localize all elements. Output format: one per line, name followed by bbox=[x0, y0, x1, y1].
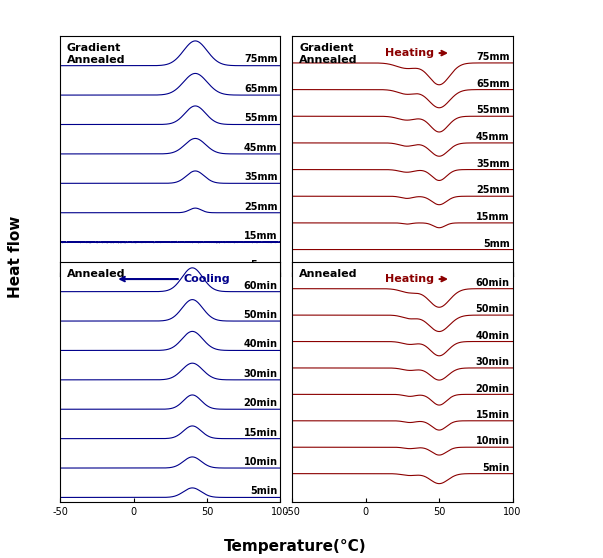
Text: 5mm: 5mm bbox=[483, 239, 510, 248]
Text: 40min: 40min bbox=[244, 339, 277, 349]
Text: Annealed: Annealed bbox=[299, 270, 358, 280]
Text: 45mm: 45mm bbox=[476, 132, 510, 142]
Text: 25mm: 25mm bbox=[476, 185, 510, 195]
Text: 30min: 30min bbox=[244, 369, 277, 379]
Text: 15mm: 15mm bbox=[244, 231, 277, 241]
Text: 45mm: 45mm bbox=[244, 143, 277, 153]
Text: 50min: 50min bbox=[244, 310, 277, 320]
Text: 15min: 15min bbox=[476, 410, 510, 420]
Text: 65mm: 65mm bbox=[244, 84, 277, 94]
Text: 65mm: 65mm bbox=[476, 79, 510, 89]
Text: 40min: 40min bbox=[476, 331, 510, 341]
Text: 50min: 50min bbox=[476, 304, 510, 314]
Text: 55mm: 55mm bbox=[476, 105, 510, 116]
Text: 60min: 60min bbox=[244, 281, 277, 291]
Text: 35mm: 35mm bbox=[476, 158, 510, 169]
Text: Heat flow: Heat flow bbox=[8, 215, 22, 298]
Text: Heating: Heating bbox=[385, 48, 446, 58]
Text: 60min: 60min bbox=[476, 278, 510, 288]
Text: 20min: 20min bbox=[476, 383, 510, 393]
Text: Gradient
Annealed: Gradient Annealed bbox=[67, 44, 125, 65]
Text: 25mm: 25mm bbox=[244, 201, 277, 211]
Text: 35mm: 35mm bbox=[244, 172, 277, 182]
Text: 30min: 30min bbox=[476, 357, 510, 367]
Text: 75mm: 75mm bbox=[476, 52, 510, 62]
Text: 55mm: 55mm bbox=[244, 113, 277, 123]
Text: 15mm: 15mm bbox=[476, 212, 510, 222]
Text: Temperature(°C): Temperature(°C) bbox=[224, 540, 367, 554]
Text: 10min: 10min bbox=[244, 457, 277, 467]
Text: 15min: 15min bbox=[244, 427, 277, 437]
Text: 5mm: 5mm bbox=[251, 261, 277, 270]
Text: 5min: 5min bbox=[482, 463, 510, 473]
Text: Heating: Heating bbox=[385, 274, 446, 284]
Text: Annealed: Annealed bbox=[67, 270, 125, 280]
Text: 10min: 10min bbox=[476, 436, 510, 446]
Text: 20min: 20min bbox=[244, 398, 277, 408]
Text: 75mm: 75mm bbox=[244, 55, 277, 64]
Text: 5min: 5min bbox=[250, 487, 277, 497]
Text: Cooling: Cooling bbox=[121, 274, 230, 284]
Text: Gradient
Annealed: Gradient Annealed bbox=[299, 44, 358, 65]
